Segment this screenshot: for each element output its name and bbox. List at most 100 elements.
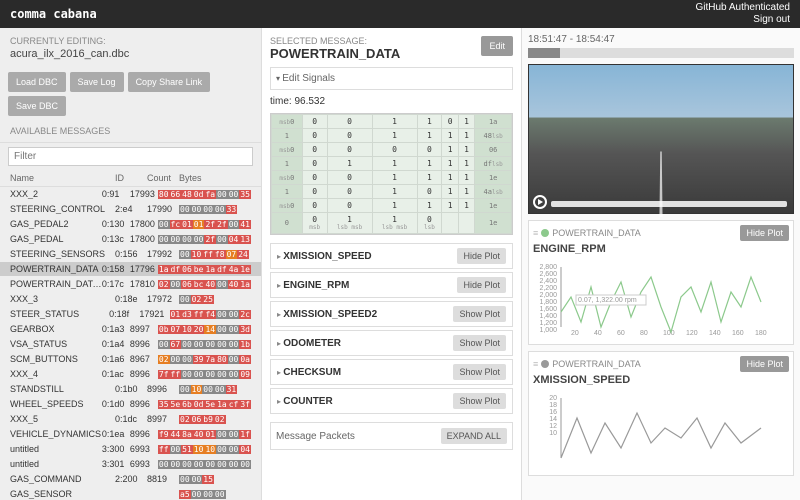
signal-item[interactable]: XMISSION_SPEED2Show Plot <box>270 301 513 327</box>
message-row[interactable]: STEERING_CONTROL2:e4179900000000033 <box>0 202 261 217</box>
svg-text:2,800: 2,800 <box>539 264 557 271</box>
svg-text:12: 12 <box>549 423 557 430</box>
play-icon[interactable] <box>533 195 547 209</box>
svg-text:40: 40 <box>594 330 602 337</box>
plot-toggle-button[interactable]: Hide Plot <box>457 248 506 264</box>
signal-list: XMISSION_SPEEDHide Plot ENGINE_RPMHide Pl… <box>270 243 513 414</box>
message-row[interactable]: STANDSTILL0:1b089960010000031 <box>0 382 261 397</box>
svg-text:1,200: 1,200 <box>539 320 557 327</box>
svg-text:2,400: 2,400 <box>539 278 557 285</box>
edit-button[interactable]: Edit <box>481 36 513 56</box>
message-row[interactable]: GAS_COMMAND2:2008819000015 <box>0 472 261 487</box>
plot-title: ENGINE_RPM <box>533 243 789 255</box>
bit-matrix[interactable]: msb00011011a100111148lsbmsb0000011061011… <box>270 113 513 235</box>
plot-chart[interactable]: 201816141210 <box>533 388 789 468</box>
handle-icon[interactable]: ≡ <box>533 228 538 238</box>
message-row[interactable]: GAS_PEDAL0:13c17800000000002f000413 <box>0 232 261 247</box>
message-packets-label: Message Packets <box>276 431 355 442</box>
svg-text:1,400: 1,400 <box>539 313 557 320</box>
plot-title: XMISSION_SPEED <box>533 374 789 386</box>
svg-text:120: 120 <box>686 330 698 337</box>
svg-text:160: 160 <box>732 330 744 337</box>
expand-all-button[interactable]: EXPAND ALL <box>441 428 507 444</box>
hide-plot-button[interactable]: Hide Plot <box>740 356 789 372</box>
plot-toggle-button[interactable]: Show Plot <box>453 335 506 351</box>
plot-src: POWERTRAIN_DATA <box>552 359 641 369</box>
plot-toggle-button[interactable]: Show Plot <box>453 306 506 322</box>
message-row[interactable]: VSA_STATUS0:1a48996006700000000001b <box>0 337 261 352</box>
signal-item[interactable]: CHECKSUMShow Plot <box>270 359 513 385</box>
svg-text:140: 140 <box>709 330 721 337</box>
time-slider[interactable] <box>528 48 794 58</box>
svg-text:20: 20 <box>549 395 557 402</box>
svg-text:0.07, 1,322.00 rpm: 0.07, 1,322.00 rpm <box>578 297 637 304</box>
col-name: Name <box>10 173 115 183</box>
svg-text:16: 16 <box>549 409 557 416</box>
auth-status: GitHub Authenticated <box>695 2 790 14</box>
plot-toggle-button[interactable]: Show Plot <box>453 364 506 380</box>
svg-text:20: 20 <box>571 330 579 337</box>
message-row[interactable]: STEERING_SENSORS0:156179920010fff80724 <box>0 247 261 262</box>
svg-text:2,000: 2,000 <box>539 292 557 299</box>
signal-item[interactable]: XMISSION_SPEEDHide Plot <box>270 243 513 269</box>
save-dbc-button[interactable]: Save DBC <box>8 96 66 116</box>
signal-item[interactable]: ODOMETERShow Plot <box>270 330 513 356</box>
message-row[interactable]: GAS_SENSORa5000000 <box>0 487 261 500</box>
message-row[interactable]: WHEEL_SPEEDS0:1d08996355e6b0d5e1acf3f <box>0 397 261 412</box>
svg-text:2,600: 2,600 <box>539 271 557 278</box>
svg-text:60: 60 <box>617 330 625 337</box>
hide-plot-button[interactable]: Hide Plot <box>740 225 789 241</box>
current-file: acura_ilx_2016_can.dbc <box>10 48 251 60</box>
plot-color-dot <box>541 360 549 368</box>
video-player[interactable] <box>528 64 794 214</box>
plot-toggle-button[interactable]: Show Plot <box>453 393 506 409</box>
load-dbc-button[interactable]: Load DBC <box>8 72 66 92</box>
message-row[interactable]: XXX_50:1dc89970206b902 <box>0 412 261 427</box>
plot-toggle-button[interactable]: Hide Plot <box>457 277 506 293</box>
plot-color-dot <box>541 229 549 237</box>
time-range: 18:51:47 - 18:54:47 <box>528 34 794 45</box>
message-row[interactable]: POWERTRAIN_DATA20:17c17810020006bc400040… <box>0 277 261 292</box>
edit-signals-toggle[interactable]: Edit Signals <box>270 67 513 90</box>
message-row[interactable]: SCM_BUTTONS0:1a68967020000397a80000a <box>0 352 261 367</box>
message-table[interactable]: XXX_20:91179938066480dfa000035STEERING_C… <box>0 187 261 500</box>
svg-text:10: 10 <box>549 430 557 437</box>
svg-text:80: 80 <box>640 330 648 337</box>
copy-share-button[interactable]: Copy Share Link <box>128 72 211 92</box>
col-id: ID <box>115 173 147 183</box>
message-row[interactable]: XXX_30:18e17972000225 <box>0 292 261 307</box>
message-row[interactable]: STEER_STATUS0:18f1792101d3fff400002c <box>0 307 261 322</box>
svg-text:1,600: 1,600 <box>539 306 557 313</box>
brand: comma cabana <box>10 7 97 21</box>
message-row[interactable]: XXX_20:91179938066480dfa000035 <box>0 187 261 202</box>
signal-item[interactable]: ENGINE_RPMHide Plot <box>270 272 513 298</box>
filter-input[interactable] <box>8 147 253 166</box>
video-progress[interactable] <box>551 201 787 207</box>
handle-icon[interactable]: ≡ <box>533 359 538 369</box>
col-bytes: Bytes <box>179 173 251 183</box>
currently-editing-label: CURRENTLY EDITING: <box>10 36 251 46</box>
signout-link[interactable]: Sign out <box>695 14 790 26</box>
signal-item[interactable]: COUNTERShow Plot <box>270 388 513 414</box>
plot-chart[interactable]: 2,8002,6002,4002,2002,0001,8001,6001,400… <box>533 257 789 337</box>
message-row[interactable]: POWERTRAIN_DATA0:158177961adf06be1adf4a1… <box>0 262 261 277</box>
svg-text:14: 14 <box>549 416 557 423</box>
svg-text:100: 100 <box>663 330 675 337</box>
selected-message-label: SELECTED MESSAGE: <box>270 36 400 46</box>
svg-text:2,200: 2,200 <box>539 285 557 292</box>
message-row[interactable]: untitled3:3006993ff00511010000004 <box>0 442 261 457</box>
message-row[interactable]: GAS_PEDAL20:1301780000fc01012f2f0041 <box>0 217 261 232</box>
col-count: Count <box>147 173 179 183</box>
save-log-button[interactable]: Save Log <box>70 72 124 92</box>
message-row[interactable]: GEARBOX0:1a389970b0710201400003d <box>0 322 261 337</box>
svg-text:180: 180 <box>755 330 767 337</box>
svg-text:1,800: 1,800 <box>539 299 557 306</box>
message-row[interactable]: VEHICLE_DYNAMICS0:1ea8996f9448a400100001… <box>0 427 261 442</box>
plot-box: ≡ POWERTRAIN_DATA Hide Plot XMISSION_SPE… <box>528 351 794 476</box>
message-row[interactable]: untitled3:30169930000000000000000 <box>0 457 261 472</box>
plot-src: POWERTRAIN_DATA <box>552 228 641 238</box>
plot-box: ≡ POWERTRAIN_DATA Hide Plot ENGINE_RPM 2… <box>528 220 794 345</box>
message-row[interactable]: XXX_40:1ac89967fff000000000009 <box>0 367 261 382</box>
svg-text:1,000: 1,000 <box>539 327 557 334</box>
selected-message-name: POWERTRAIN_DATA <box>270 46 400 61</box>
